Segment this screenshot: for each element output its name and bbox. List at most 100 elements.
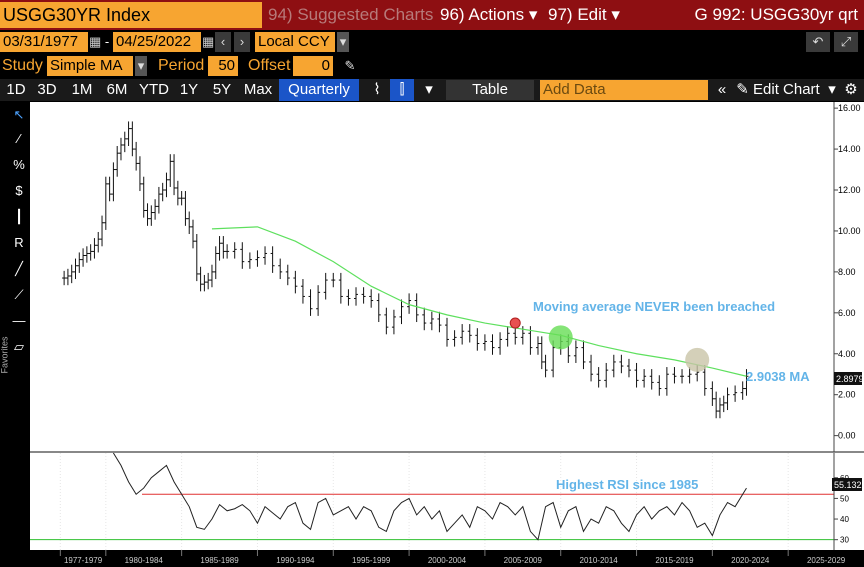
pencil-icon[interactable]: ✎ [344,58,356,73]
price-bar [460,324,465,345]
calendar-icon[interactable]: ▦ [89,34,102,49]
ticker-field[interactable]: USGG30YR Index [0,2,262,28]
track-tool[interactable]: Track [363,104,401,117]
price-bar [198,266,203,292]
chevron-down-icon[interactable]: ▾ [425,81,433,98]
rsi-tick-label: 50 [840,494,849,503]
rsi-tick-label: 30 [840,536,849,545]
price-bar [175,180,180,206]
chevron-down-icon[interactable]: ▾ [337,32,349,52]
price-bar [255,250,260,267]
y-tick-label: 4.00 [838,349,856,359]
actions-menu[interactable]: 96) Actions ▾ [440,0,537,30]
news-tool[interactable]: News [449,104,485,117]
rsi-y-axis: 60 50 40 30 [833,453,849,550]
window-title: G 992: USGG30yr qrt [694,5,858,24]
period-button-ytd[interactable]: YTD [139,81,169,98]
currency-select[interactable]: Local CCY [255,32,335,52]
calendar-icon[interactable]: ▦ [202,34,215,49]
price-bar [172,154,177,196]
price-bar [316,285,321,316]
next-arrow-icon[interactable]: › [234,32,250,52]
period-button-1y[interactable]: 1Y [179,81,199,98]
price-bar [672,367,677,384]
price-bar [247,252,252,269]
favorites-tab[interactable]: Favorites [0,336,10,374]
line-chart-icon[interactable]: ⌇ [373,81,381,98]
prev-arrow-icon[interactable]: ‹ [215,32,231,52]
vertical-line-icon[interactable]: ┃ [15,209,23,224]
study-select[interactable]: Simple MA [47,56,133,76]
offset-input[interactable]: 0 [293,56,333,76]
reset-button[interactable]: Reset [487,122,524,136]
chevron-down-icon[interactable]: ▾ [135,56,147,76]
period-button-5y[interactable]: 5Y [212,81,232,98]
price-bar [498,332,503,355]
annotate-tool[interactable]: Annotate [402,104,448,117]
channel-icon[interactable]: ▱ [14,339,24,354]
price-bar [649,369,654,390]
drawing-toolbar: ↖ ⁄ % $ ┃ R ╱ ⟋ — ▱ Favorites [0,102,30,567]
offset-label: Offset [248,57,291,74]
moving-average-line [211,226,747,377]
menu-number: 94) [268,5,293,24]
annotation-ma-never-breached: Moving average NEVER been breached [533,299,775,314]
price-bar [84,246,89,263]
price-bar [634,362,639,388]
period-button-1d[interactable]: 1D [6,81,26,98]
period-input[interactable]: 50 [208,56,238,76]
price-bar [710,381,715,406]
fullscreen-icon[interactable]: ⤢ [834,32,858,52]
end-date-input[interactable]: 04/25/2022 [113,32,201,52]
x-tick-label: 1980-1984 [125,556,164,565]
price-bar [331,272,336,288]
horizontal-line-icon[interactable]: — [12,313,26,328]
cursor-icon[interactable]: ↖ [13,107,25,122]
price-bar [81,248,86,267]
period-button-max[interactable]: Max [243,81,273,98]
undo-icon[interactable]: ↶ [806,32,830,52]
edit-chart-button[interactable]: ✎ Edit Chart [736,81,820,98]
zoom-tool[interactable]: Zoom [486,104,523,117]
trend-line-icon[interactable]: ⟋ [14,287,24,302]
period-button-3d[interactable]: 3D [37,81,57,98]
x-tick-label: 1990-1994 [276,556,315,565]
dollar-tool-icon[interactable]: $ [15,183,23,198]
price-bar [539,336,544,370]
percent-tool-icon[interactable]: % [13,157,25,172]
price-bar [338,272,343,304]
period-button-6m[interactable]: 6M [106,81,128,98]
bar-chart-icon[interactable]: ⫿ [390,79,414,101]
price-bar [107,176,112,202]
period-button-1m[interactable]: 1M [71,81,93,98]
date-range-bar: 03/31/1977 ▦ - 04/25/2022 ▦ ‹ › Local CC… [0,31,864,53]
price-bar [179,191,184,206]
suggested-charts-menu[interactable]: 94) Suggested Charts [268,0,433,30]
add-data-input[interactable]: Add Data [540,80,708,100]
table-button[interactable]: Table [446,80,534,100]
price-bar [482,334,487,351]
price-bar [346,289,351,306]
price-bar [505,326,510,347]
rsi-tick-label: 40 [840,515,849,524]
line-draw-icon[interactable]: ⁄ [17,131,21,146]
collapse-icon[interactable]: « [717,81,727,98]
frequency-select[interactable]: Quarterly ▼ [279,79,359,120]
retracement-icon[interactable]: R [14,235,24,250]
gear-icon[interactable]: ⚙ [844,81,858,98]
last-price-label: 2.8979 [836,374,864,384]
x-tick-label: 2005-2009 [504,556,543,565]
edit-menu[interactable]: 97) Edit ▾ [548,0,620,30]
price-bar [520,326,525,345]
chevron-down-icon[interactable]: ▾ [828,81,836,98]
chart-tools-strip: Track Annotate News Zoom Reset [361,102,525,138]
price-bar [137,156,142,192]
price-bar [369,289,374,308]
price-bar [300,279,305,304]
y-tick-label: 16.00 [838,103,861,113]
menu-label: Edit ▾ [577,5,620,24]
start-date-input[interactable]: 03/31/1977 [0,32,88,52]
y-tick-label: 14.00 [838,144,861,154]
price-bar [535,336,540,355]
brush-icon[interactable]: ╱ [15,261,23,276]
